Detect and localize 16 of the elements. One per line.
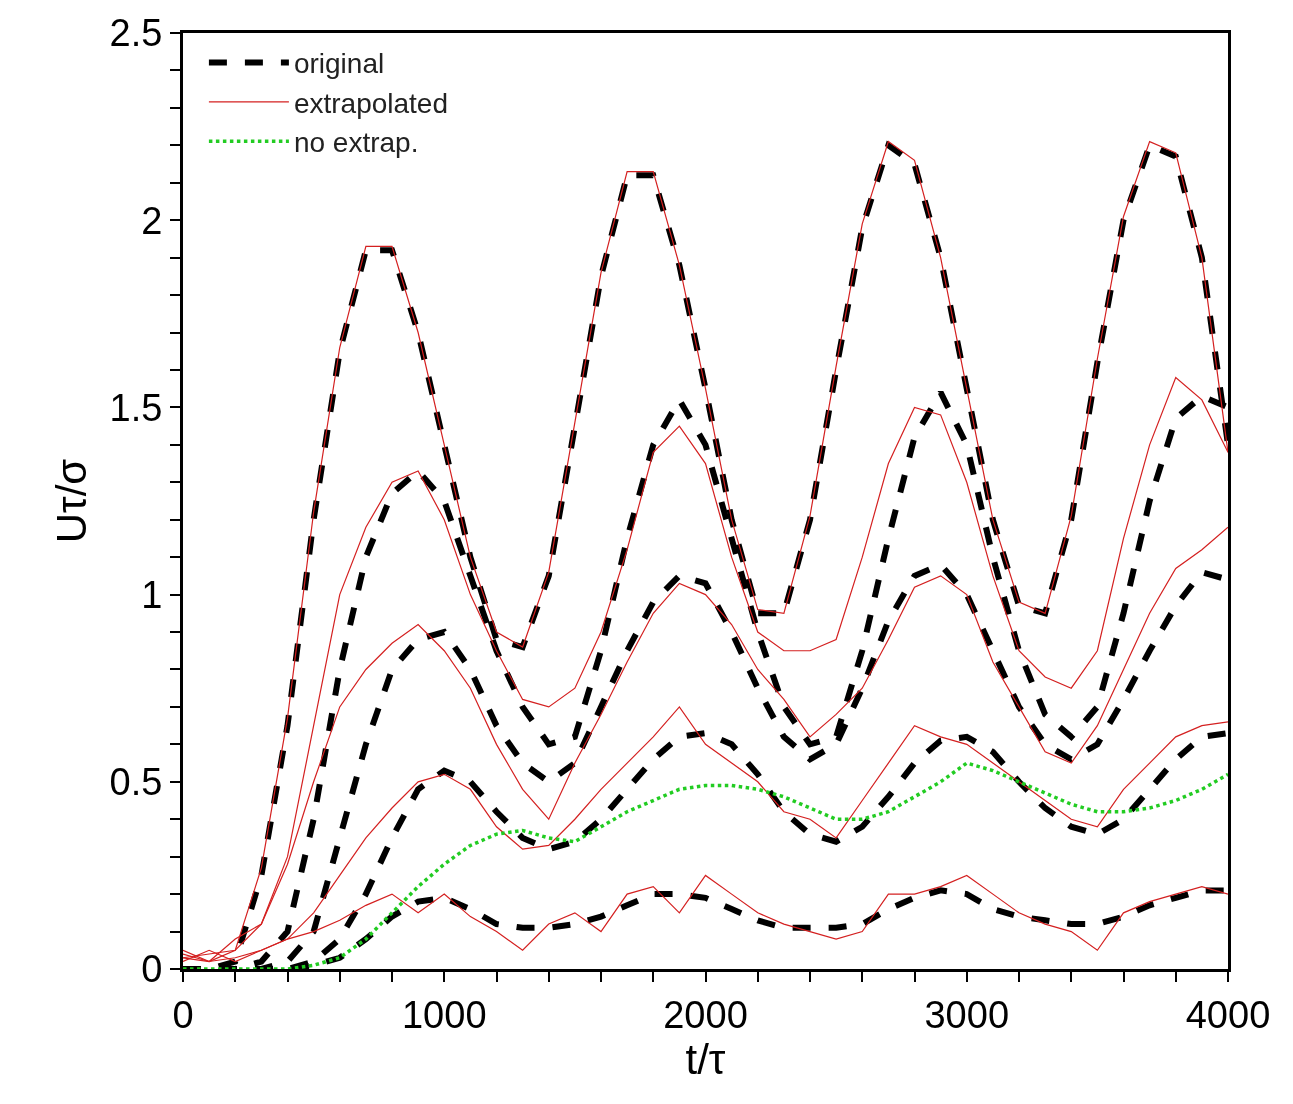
y-tick-label: 2.5 bbox=[109, 12, 163, 55]
x-tick-label: 4000 bbox=[1185, 993, 1271, 1036]
y-tick-label: 2 bbox=[141, 199, 163, 242]
legend-label: extrapolated bbox=[293, 87, 449, 119]
x-tick-label: 1000 bbox=[401, 993, 487, 1036]
x-tick-label: 0 bbox=[172, 993, 194, 1036]
y-axis-title: Uτ/σ bbox=[48, 458, 96, 544]
x-tick-label: 2000 bbox=[663, 993, 748, 1036]
y-tick-label: 0 bbox=[141, 948, 163, 991]
y-tick-label: 0.5 bbox=[109, 761, 163, 804]
legend-label: original bbox=[293, 48, 385, 80]
legend-label: no extrap. bbox=[293, 127, 419, 159]
y-tick-label: 1.5 bbox=[109, 386, 163, 429]
x-axis-title: t/τ bbox=[685, 1035, 726, 1083]
x-tick-label: 3000 bbox=[924, 993, 1010, 1036]
y-tick-label: 1 bbox=[141, 573, 163, 616]
